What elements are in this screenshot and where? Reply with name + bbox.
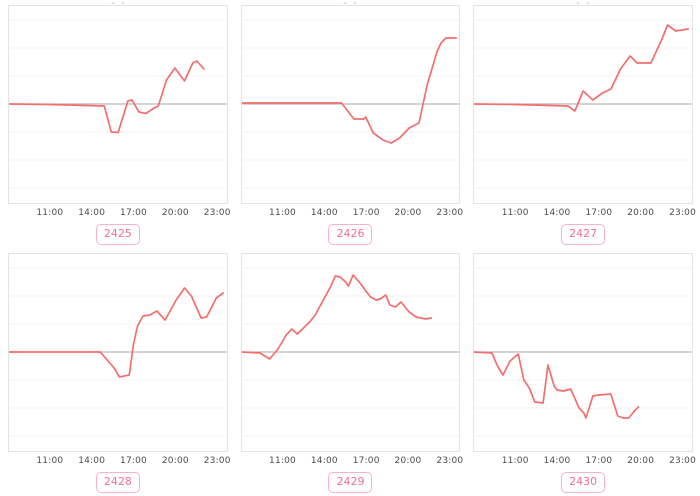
line-chart-svg [241,267,460,437]
chart-tile-2428: 11:00 14:00 17:00 20:00 23:00 2428 [8,248,231,496]
line-chart-2426 [240,5,461,204]
x-axis-tick-label: 11:00 [501,456,529,466]
chart-tile-2425: 11:00 14:00 17:00 20:00 23:00 2425 [8,0,231,248]
chart-tile-2426: 11:00 14:00 17:00 20:00 23:00 2426 [240,0,464,248]
x-axis-tick-label: 20:00 [627,208,655,218]
x-axis-tick-label: 11:00 [36,208,64,218]
x-axis-tick-label: 23:00 [203,456,231,466]
chart-id-badge[interactable]: 2428 [95,472,140,493]
cut-off-title-remnant [8,0,228,5]
x-axis-tick-label: 17:00 [120,456,147,466]
chart-id-badge[interactable]: 2429 [328,472,373,493]
x-axis-tick-label: 20:00 [394,208,422,218]
x-axis-tick-label: 11:00 [501,208,529,218]
x-axis-tick-label: 23:00 [669,456,696,466]
x-axis-tick-label: 11:00 [269,456,296,466]
cut-off-title-remnant [241,0,461,5]
x-axis-tick-label: 14:00 [78,456,106,466]
chart-id-badge[interactable]: 2427 [561,224,606,245]
chart-id-badge[interactable]: 2426 [328,224,373,245]
line-chart-2427 [473,5,693,204]
x-axis-2426: 11:00 14:00 17:00 20:00 23:00 [241,204,464,221]
x-axis-tick-label: 20:00 [394,456,422,466]
line-chart-svg [241,19,460,189]
x-axis-tick-label: 20:00 [627,456,655,466]
x-axis-tick-label: 14:00 [310,208,338,218]
line-chart-svg [474,19,692,189]
x-axis-tick-label: 20:00 [161,208,189,218]
x-axis-tick-label: 17:00 [120,208,147,218]
x-axis-2430: 11:00 14:00 17:00 20:00 23:00 [473,452,696,469]
x-axis-tick-label: 14:00 [78,208,106,218]
x-axis-tick-label: 23:00 [436,208,464,218]
x-axis-tick-label: 17:00 [352,456,380,466]
x-axis-2428: 11:00 14:00 17:00 20:00 23:00 [8,452,231,469]
x-axis-2429: 11:00 14:00 17:00 20:00 23:00 [241,452,464,469]
cut-off-title-remnant [473,0,693,5]
chart-id-badge[interactable]: 2430 [561,472,606,493]
chart-tile-2427: 11:00 14:00 17:00 20:00 23:00 2427 [473,0,696,248]
x-axis-tick-label: 23:00 [436,456,464,466]
line-chart-svg [474,267,692,437]
x-axis-tick-label: 14:00 [543,456,571,466]
x-axis-tick-label: 23:00 [669,208,696,218]
line-chart-2428 [8,253,228,452]
x-axis-tick-label: 20:00 [161,456,189,466]
line-chart-2429 [240,253,461,452]
chart-id-badge[interactable]: 2425 [95,224,140,245]
x-axis-tick-label: 17:00 [585,456,613,466]
x-axis-tick-label: 23:00 [203,208,231,218]
x-axis-2427: 11:00 14:00 17:00 20:00 23:00 [473,204,696,221]
line-chart-svg [9,267,227,437]
x-axis-tick-label: 11:00 [36,456,64,466]
x-axis-tick-label: 11:00 [269,208,296,218]
x-axis-tick-label: 17:00 [585,208,613,218]
x-axis-2425: 11:00 14:00 17:00 20:00 23:00 [8,204,231,221]
x-axis-tick-label: 17:00 [352,208,380,218]
x-axis-tick-label: 14:00 [543,208,571,218]
chart-tile-2430: 11:00 14:00 17:00 20:00 23:00 2430 [473,248,696,496]
line-chart-2425 [8,5,228,204]
x-axis-tick-label: 14:00 [310,456,338,466]
chart-tile-2429: 11:00 14:00 17:00 20:00 23:00 2429 [240,248,464,496]
line-chart-2430 [473,253,693,452]
line-chart-svg [9,19,227,189]
